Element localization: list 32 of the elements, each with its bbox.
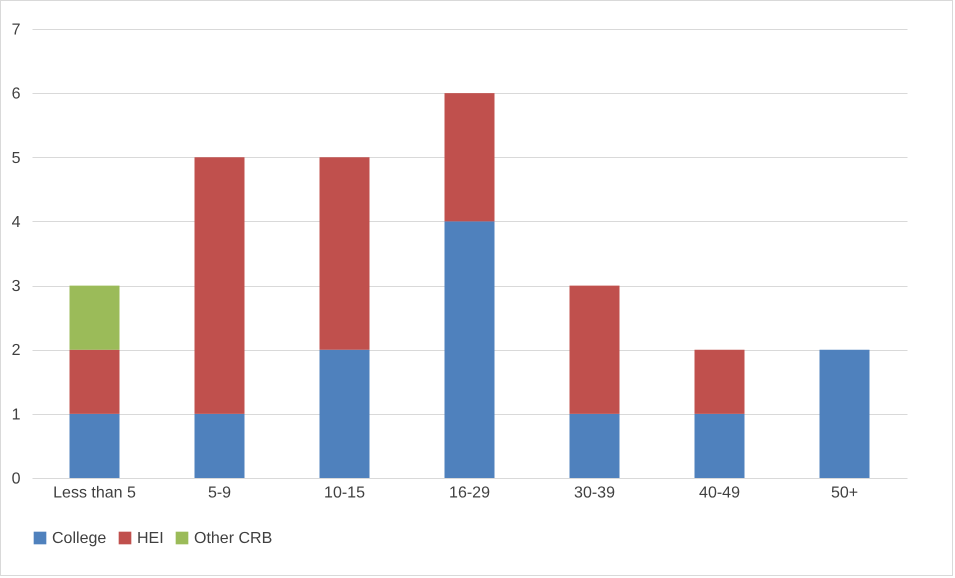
x-tick-label: 16-29 (449, 484, 490, 502)
bar (444, 93, 494, 222)
x-tick-label: Less than 5 (53, 484, 136, 502)
bar (70, 414, 120, 478)
bar (70, 350, 120, 414)
bar (320, 350, 370, 478)
x-tick-label: 10-15 (324, 484, 366, 502)
x-tick-label: 30-39 (574, 484, 616, 502)
bar (444, 221, 494, 478)
bar (570, 286, 620, 414)
x-tick-label: 40-49 (699, 484, 740, 502)
x-tick-label: 5-9 (208, 484, 232, 502)
legend-label: Other CRB (194, 530, 272, 547)
legend-label: College (52, 530, 106, 547)
x-tick-label: 50+ (830, 484, 858, 502)
y-tick-label: 3 (12, 278, 21, 296)
bar (820, 350, 870, 478)
bar (194, 157, 244, 414)
bar (570, 414, 620, 478)
y-tick-label: 0 (12, 470, 21, 488)
legend-label: HEI (137, 530, 164, 547)
y-tick-label: 1 (12, 406, 21, 424)
y-tick-label: 4 (12, 214, 21, 231)
bar (694, 414, 744, 478)
y-tick-label: 5 (12, 150, 21, 167)
y-tick-label: 7 (12, 22, 21, 38)
y-tick-label: 6 (12, 86, 21, 103)
bar (320, 157, 370, 350)
bar (194, 414, 244, 478)
bar (694, 350, 744, 414)
y-tick-label: 2 (12, 342, 21, 360)
bar (70, 286, 120, 350)
